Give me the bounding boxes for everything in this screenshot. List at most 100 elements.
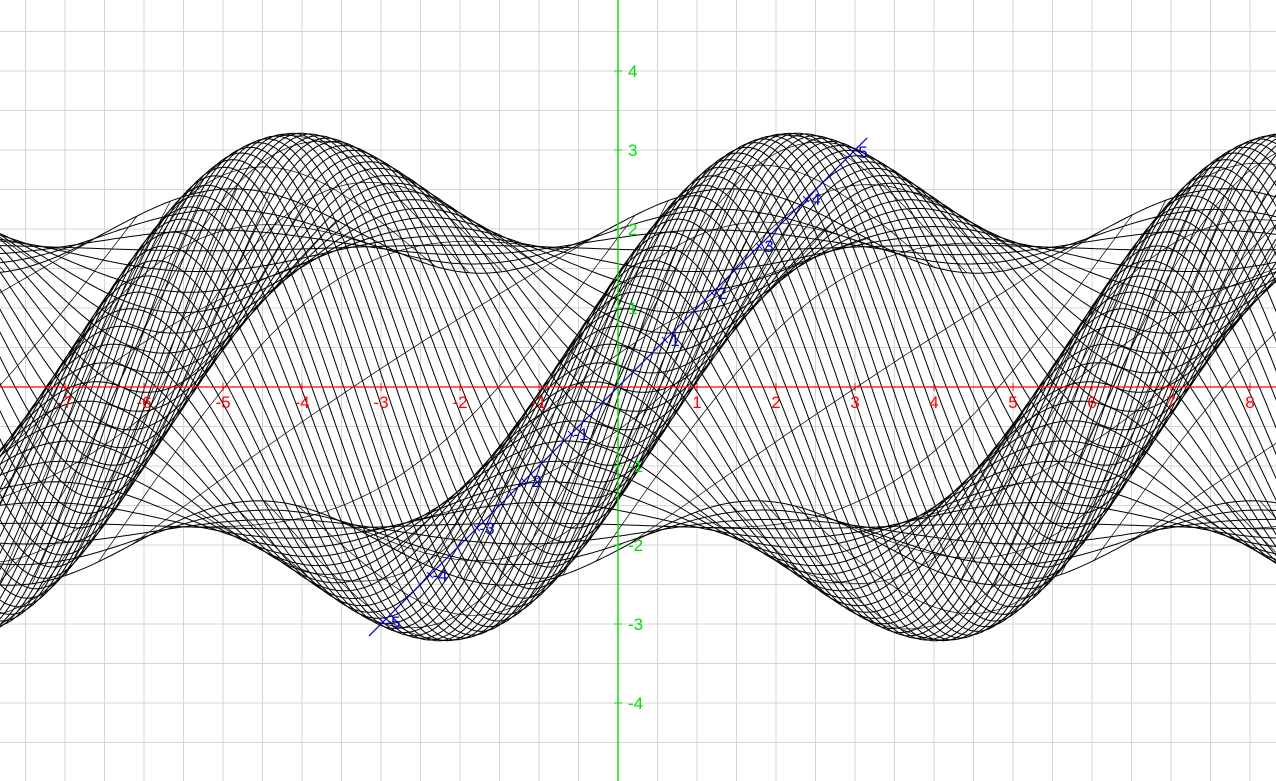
z-tick-mark [426, 571, 434, 579]
z-tick-mark [520, 477, 528, 485]
surface-trace [0, 146, 1276, 622]
surface-trace [0, 166, 1276, 636]
surface-trace [0, 182, 1276, 393]
z-tick-mark [802, 195, 810, 203]
x-tick-label: 5 [1008, 393, 1017, 412]
surface-trace [0, 132, 1276, 568]
surface-trace [0, 137, 1276, 529]
surface-cross-trace [1160, 525, 1276, 529]
surface-trace [0, 362, 1276, 600]
surface-cross-trace [0, 220, 337, 499]
z-tick-label: -1 [573, 425, 588, 444]
surface-trace [0, 149, 1276, 483]
z-tick-label: -4 [432, 566, 447, 585]
surface-cross-trace [396, 238, 868, 551]
surface-trace [0, 291, 1276, 625]
z-tick-mark [473, 524, 481, 532]
surface-trace [0, 225, 1276, 293]
surface-trace [0, 420, 1276, 575]
y-tick-label: -3 [628, 615, 643, 634]
surface-trace [0, 135, 1276, 543]
surface-cross-trace [164, 215, 636, 528]
surface-cross-trace [0, 166, 437, 507]
surface-trace [0, 308, 1276, 619]
y-tick-label: 1 [628, 299, 637, 318]
surface-cross-trace [0, 237, 370, 457]
x-tick-label: 2 [771, 393, 780, 412]
surface-trace [0, 208, 1276, 265]
x-tick-label: -5 [215, 393, 230, 412]
surface-trace [0, 343, 1276, 607]
surface-trace [0, 175, 1276, 639]
surface-cross-trace [131, 232, 602, 545]
surface-cross-trace [363, 220, 835, 534]
surface-cross-trace [994, 134, 1276, 586]
surface-trace [0, 167, 1276, 431]
x-tick-label: -7 [57, 393, 72, 412]
z-tick-label: -3 [479, 519, 494, 538]
y-tick-label: -2 [628, 536, 643, 555]
y-tick-label: 3 [628, 141, 637, 160]
surface-trace [0, 140, 1276, 514]
z-tick-mark [567, 430, 575, 438]
surface-cross-trace [264, 188, 735, 641]
y-tick-label: 4 [628, 62, 637, 81]
surface-trace [0, 135, 1276, 599]
surface-trace [0, 231, 1276, 639]
surface-cross-trace [1259, 500, 1276, 519]
surface-trace [0, 174, 1276, 412]
surface-trace [0, 206, 1276, 642]
x-tick-label: 1 [692, 393, 701, 412]
x-tick-label: 4 [929, 393, 938, 412]
surface-cross-trace [1093, 331, 1276, 561]
surface-trace [0, 133, 1276, 556]
surface-trace [0, 325, 1276, 613]
surface-cross-trace [927, 219, 1276, 568]
surface-cross-trace [761, 188, 1233, 641]
surface-wireframe [0, 132, 1276, 642]
z-tick-label: -2 [526, 472, 541, 491]
surface-cross-trace [31, 140, 503, 584]
surface-trace [0, 190, 1276, 374]
surface-cross-trace [529, 141, 1001, 584]
surface-cross-trace [894, 268, 1276, 552]
surface-cross-trace [65, 181, 536, 576]
x-tick-label: 7 [1166, 393, 1175, 412]
z-tick-label: 4 [811, 190, 820, 209]
y-tick-label: -1 [628, 457, 643, 476]
z-tick-mark [661, 336, 669, 344]
z-tick-mark [755, 242, 763, 250]
surface-trace [0, 184, 1276, 641]
surface-cross-trace [98, 240, 569, 562]
z-tick-mark [708, 289, 716, 297]
tick-labels: -7 -6 -5 -4 -3 -2 -1 1 2 3 4 5 6 7 8 4 3 2 1 -1 -2 -3 -4 5 4 3 2 1 -… [57, 62, 1254, 713]
z-tick-mark [849, 148, 857, 156]
surface-trace [0, 460, 1276, 558]
surface-cross-trace [596, 242, 1067, 562]
surface-trace [0, 235, 1276, 272]
z-tick-label: -5 [385, 613, 400, 632]
surface-trace [0, 195, 1276, 642]
surface-cross-trace [960, 162, 1276, 580]
x-tick-label: -4 [294, 393, 309, 412]
surface-cross-trace [0, 215, 138, 386]
x-tick-label: 3 [850, 393, 859, 412]
surface-trace [0, 207, 1276, 334]
surface-cross-trace [1193, 511, 1276, 563]
surface-cross-trace [0, 200, 171, 494]
surface-cross-trace [795, 193, 1266, 614]
surface-cross-trace [0, 224, 403, 458]
z-tick-label: 5 [858, 143, 867, 162]
x-tick-label: -2 [452, 393, 467, 412]
z-tick-label: 1 [670, 331, 679, 350]
x-tick-label: -1 [531, 393, 546, 412]
surface-cross-trace [629, 231, 1100, 545]
surface-cross-trace [0, 191, 204, 582]
surface-trace [0, 229, 1276, 256]
x-tick-label: 6 [1087, 393, 1096, 412]
surface-cross-trace [231, 191, 702, 629]
z-tick-label: 3 [764, 237, 773, 256]
surface-cross-trace [861, 279, 1276, 534]
